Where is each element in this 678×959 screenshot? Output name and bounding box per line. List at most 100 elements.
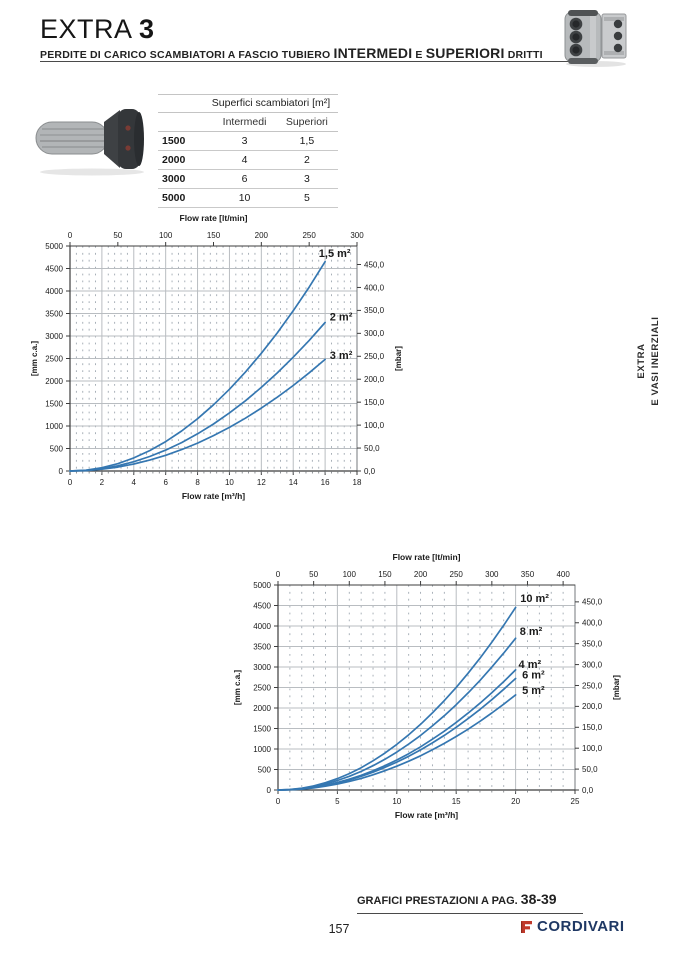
table-row: 3000 6 3 bbox=[158, 170, 338, 189]
svg-text:10 m²: 10 m² bbox=[520, 593, 549, 605]
svg-text:250,0: 250,0 bbox=[364, 352, 385, 361]
superiori-cell: 3 bbox=[303, 173, 310, 185]
svg-text:4: 4 bbox=[132, 478, 137, 487]
svg-text:4500: 4500 bbox=[253, 601, 271, 610]
svg-text:2: 2 bbox=[100, 478, 105, 487]
svg-text:200,0: 200,0 bbox=[582, 702, 603, 711]
svg-text:5000: 5000 bbox=[253, 581, 271, 590]
cordivari-logo-text: CORDIVARI bbox=[537, 918, 625, 935]
subtitle-part: INTERMEDI bbox=[333, 45, 413, 61]
table-header-intermedi: Intermedi bbox=[222, 116, 267, 128]
svg-text:350,0: 350,0 bbox=[582, 639, 603, 648]
superiori-cell: 2 bbox=[303, 154, 310, 166]
svg-text:15: 15 bbox=[452, 797, 461, 806]
superiori-cell: 5 bbox=[303, 192, 310, 204]
page-number: 157 bbox=[328, 922, 350, 936]
svg-text:1,5 m²: 1,5 m² bbox=[319, 248, 351, 260]
svg-text:0: 0 bbox=[276, 797, 281, 806]
svg-text:1000: 1000 bbox=[253, 745, 271, 754]
subtitle-part: SUPERIORI bbox=[425, 45, 505, 61]
svg-text:150: 150 bbox=[378, 570, 392, 579]
svg-text:25: 25 bbox=[571, 797, 580, 806]
svg-text:Flow rate [m³/h]: Flow rate [m³/h] bbox=[395, 810, 458, 820]
svg-text:100: 100 bbox=[159, 231, 173, 240]
svg-text:200: 200 bbox=[255, 231, 269, 240]
svg-text:1000: 1000 bbox=[45, 422, 63, 431]
svg-text:500: 500 bbox=[50, 444, 64, 453]
svg-text:5: 5 bbox=[335, 797, 340, 806]
svg-text:100,0: 100,0 bbox=[364, 421, 385, 430]
svg-text:12: 12 bbox=[257, 478, 266, 487]
svg-text:20: 20 bbox=[511, 797, 520, 806]
intermedi-cell: 6 bbox=[241, 173, 248, 185]
svg-text:300: 300 bbox=[350, 231, 364, 240]
svg-text:0: 0 bbox=[276, 570, 281, 579]
svg-text:0: 0 bbox=[59, 467, 64, 476]
svg-text:150,0: 150,0 bbox=[582, 723, 603, 732]
svg-text:400,0: 400,0 bbox=[582, 619, 603, 628]
svg-text:3 m²: 3 m² bbox=[330, 350, 353, 362]
performance-note: GRAFICI PRESTAZIONI A PAG. 38-39 bbox=[357, 891, 583, 914]
svg-text:6: 6 bbox=[163, 478, 168, 487]
performance-note-pages: 38-39 bbox=[520, 891, 557, 907]
svg-text:3500: 3500 bbox=[45, 309, 63, 318]
svg-text:50,0: 50,0 bbox=[364, 444, 380, 453]
svg-text:0,0: 0,0 bbox=[582, 786, 594, 795]
svg-text:[mm c.a.]: [mm c.a.] bbox=[233, 670, 242, 705]
svg-text:150,0: 150,0 bbox=[364, 398, 385, 407]
section-tab: EXTRA E VASI INERZIALI bbox=[603, 315, 678, 407]
table-header-row: Intermedi Superiori bbox=[158, 113, 338, 132]
svg-text:250,0: 250,0 bbox=[582, 681, 603, 690]
svg-text:400,0: 400,0 bbox=[364, 283, 385, 292]
svg-text:10: 10 bbox=[225, 478, 234, 487]
svg-text:150: 150 bbox=[207, 231, 221, 240]
section-tab-line2: E VASI INERZIALI bbox=[650, 316, 661, 406]
subtitle-part: PERDITE DI CARICO SCAMBIATORI A FASCIO T… bbox=[40, 49, 334, 61]
surface-spec-table: Superfici scambiatori [m²] Intermedi Sup… bbox=[158, 94, 338, 208]
storage-tank-product-photo bbox=[564, 10, 627, 67]
svg-text:14: 14 bbox=[289, 478, 298, 487]
table-row: 2000 4 2 bbox=[158, 151, 338, 170]
svg-text:Flow rate [lt/min]: Flow rate [lt/min] bbox=[393, 552, 461, 562]
table-caption: Superfici scambiatori [m²] bbox=[158, 94, 338, 113]
model-cell: 1500 bbox=[162, 135, 186, 147]
page-title: EXTRA 3 bbox=[40, 14, 155, 45]
svg-text:4000: 4000 bbox=[45, 287, 63, 296]
svg-text:[mbar]: [mbar] bbox=[394, 346, 403, 371]
svg-text:100,0: 100,0 bbox=[582, 744, 603, 753]
svg-text:5000: 5000 bbox=[45, 242, 63, 251]
svg-text:10: 10 bbox=[392, 797, 401, 806]
subtitle-part: E bbox=[412, 49, 426, 61]
svg-text:[mbar]: [mbar] bbox=[612, 675, 621, 700]
svg-text:200: 200 bbox=[414, 570, 428, 579]
svg-text:3500: 3500 bbox=[253, 642, 271, 651]
model-cell: 3000 bbox=[162, 173, 186, 185]
table-header-superiori: Superiori bbox=[285, 116, 328, 128]
svg-text:16: 16 bbox=[321, 478, 330, 487]
svg-text:0: 0 bbox=[68, 231, 73, 240]
superiori-cell: 1,5 bbox=[299, 135, 315, 147]
intermedi-cell: 10 bbox=[238, 192, 251, 204]
svg-text:5 m²: 5 m² bbox=[522, 685, 545, 697]
performance-note-text: GRAFICI PRESTAZIONI A PAG. bbox=[357, 895, 521, 907]
table-header-empty bbox=[158, 119, 213, 125]
header-divider bbox=[40, 61, 593, 62]
svg-text:8 m²: 8 m² bbox=[520, 626, 543, 638]
svg-text:4000: 4000 bbox=[253, 622, 271, 631]
subtitle-part: DRITTI bbox=[504, 49, 543, 61]
table-row: 5000 10 5 bbox=[158, 189, 338, 208]
table-row: 1500 3 1,5 bbox=[158, 132, 338, 151]
svg-text:0,0: 0,0 bbox=[364, 467, 376, 476]
svg-text:Flow rate [m³/h]: Flow rate [m³/h] bbox=[182, 491, 245, 501]
svg-text:100: 100 bbox=[343, 570, 357, 579]
svg-text:4 m²: 4 m² bbox=[519, 659, 542, 671]
svg-text:350,0: 350,0 bbox=[364, 306, 385, 315]
intermedi-cell: 4 bbox=[241, 154, 248, 166]
svg-text:250: 250 bbox=[450, 570, 464, 579]
svg-text:2500: 2500 bbox=[45, 354, 63, 363]
svg-text:2 m²: 2 m² bbox=[330, 312, 353, 324]
svg-text:250: 250 bbox=[302, 231, 316, 240]
svg-text:200,0: 200,0 bbox=[364, 375, 385, 384]
